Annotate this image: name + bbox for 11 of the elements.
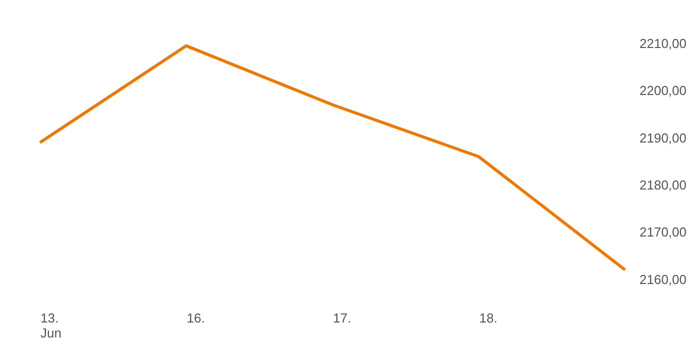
y-tick-label: 2180,00 [640, 177, 686, 192]
x-tick-label: 16. [186, 310, 205, 326]
y-tick-label: 2160,00 [640, 272, 686, 287]
y-tick-label: 2170,00 [640, 224, 686, 240]
x-tick-label: 13. Jun [40, 310, 62, 340]
y-tick-label: 2200,00 [640, 83, 686, 98]
y-tick-label: 2190,00 [640, 130, 686, 146]
x-tick-label: 18. [479, 310, 498, 326]
y-tick-label: 2210,00 [640, 36, 686, 51]
line-series [38, 44, 626, 272]
x-tick-label: 17. [333, 310, 352, 326]
